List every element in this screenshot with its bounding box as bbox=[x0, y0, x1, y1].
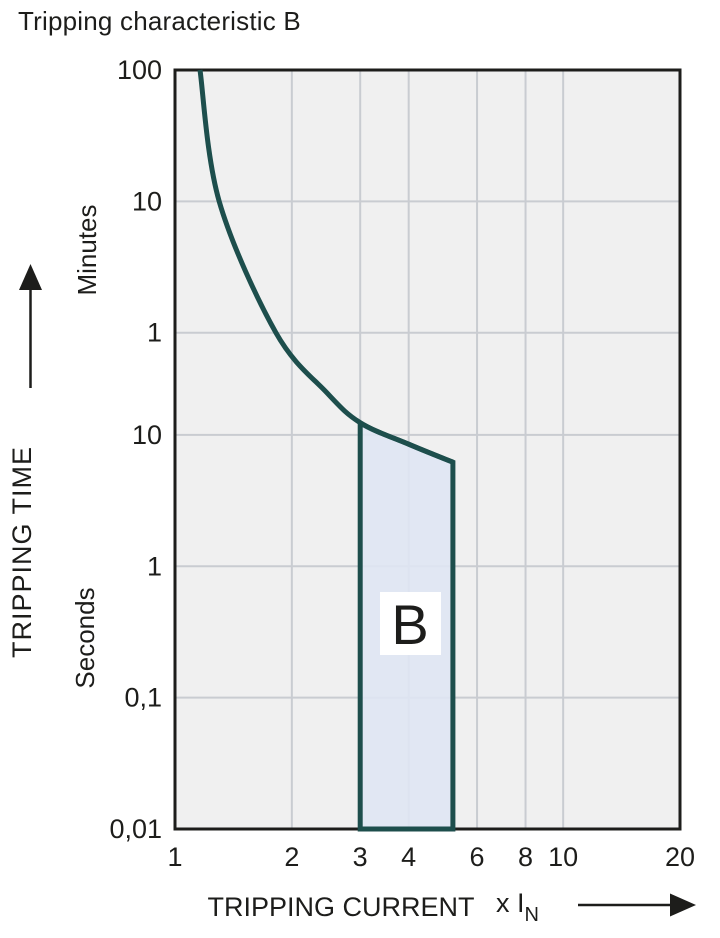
x-tick-label: 10 bbox=[548, 842, 578, 872]
y-tick-labels: 100 10 1 10 1 0,1 0,01 bbox=[109, 55, 162, 844]
x-tick-label: 20 bbox=[665, 842, 695, 872]
unit-label-seconds: Seconds bbox=[70, 587, 100, 688]
unit-label-minutes: Minutes bbox=[72, 204, 102, 295]
x-axis-unit-prefix: x I bbox=[496, 888, 525, 918]
x-axis-unit-subscript: N bbox=[525, 904, 539, 926]
x-tick-label: 8 bbox=[518, 842, 533, 872]
y-tick-label: 1 bbox=[147, 551, 162, 581]
x-tick-label: 4 bbox=[401, 842, 416, 872]
chart-title: Tripping characteristic B bbox=[18, 6, 301, 36]
x-tick-label: 1 bbox=[167, 842, 182, 872]
x-tick-label: 2 bbox=[284, 842, 299, 872]
x-tick-label: 3 bbox=[353, 842, 368, 872]
x-tick-label: 6 bbox=[470, 842, 485, 872]
y-tick-label: 10 bbox=[132, 186, 162, 216]
x-axis-title: TRIPPING CURRENT bbox=[207, 892, 474, 922]
trip-curve-layer bbox=[197, 69, 454, 465]
y-tick-label: 1 bbox=[147, 318, 162, 348]
y-axis-up-arrow-icon bbox=[19, 264, 42, 388]
y-tick-label: 10 bbox=[132, 420, 162, 450]
x-axis-right-arrow-icon bbox=[578, 893, 696, 917]
x-tick-labels: 1 2 3 4 6 8 10 20 bbox=[167, 842, 695, 872]
b-region-label-box bbox=[380, 592, 441, 655]
y-tick-label: 0,01 bbox=[109, 814, 162, 844]
trip-curve bbox=[197, 69, 454, 465]
y-tick-label: 0,1 bbox=[124, 683, 162, 713]
x-axis-unit: x IN bbox=[496, 888, 539, 926]
b-region-label: B bbox=[391, 593, 428, 656]
y-axis-title: TRIPPING TIME bbox=[7, 446, 37, 658]
y-tick-label: 100 bbox=[117, 55, 162, 85]
